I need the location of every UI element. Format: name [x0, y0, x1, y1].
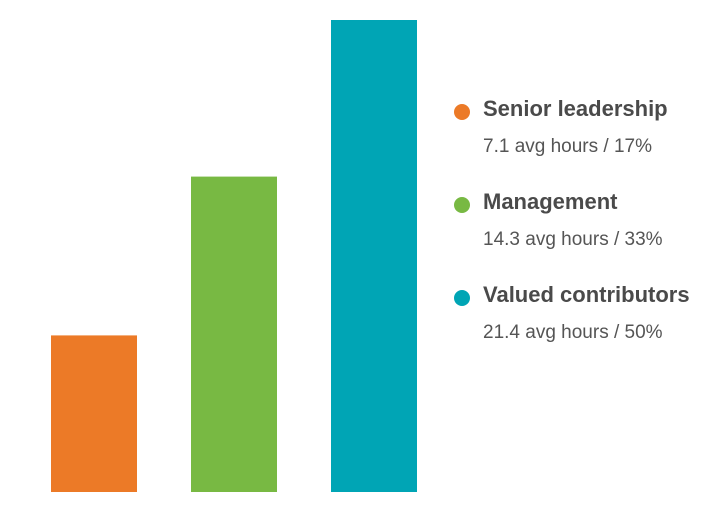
legend-item-valued-contributors: Valued contributors 21.4 avg hours / 50%: [454, 282, 716, 375]
legend-label-valued-contributors: Valued contributors: [483, 282, 690, 307]
chart-legend: Senior leadership 7.1 avg hours / 17% Ma…: [454, 96, 716, 375]
legend-dot-senior-leadership: [454, 104, 470, 120]
bar-valued-contributors: [331, 20, 417, 492]
bar-management: [191, 176, 277, 492]
legend-dot-management: [454, 197, 470, 213]
bar-senior-leadership: [51, 335, 137, 492]
legend-dot-valued-contributors: [454, 290, 470, 306]
legend-label-senior-leadership: Senior leadership: [483, 96, 668, 121]
legend-detail-valued-contributors: 21.4 avg hours / 50%: [483, 322, 663, 343]
legend-detail-senior-leadership: 7.1 avg hours / 17%: [483, 136, 652, 157]
legend-item-senior-leadership: Senior leadership 7.1 avg hours / 17%: [454, 96, 716, 189]
legend-label-management: Management: [483, 189, 618, 214]
legend-detail-management: 14.3 avg hours / 33%: [483, 229, 663, 250]
legend-item-management: Management 14.3 avg hours / 33%: [454, 189, 716, 282]
